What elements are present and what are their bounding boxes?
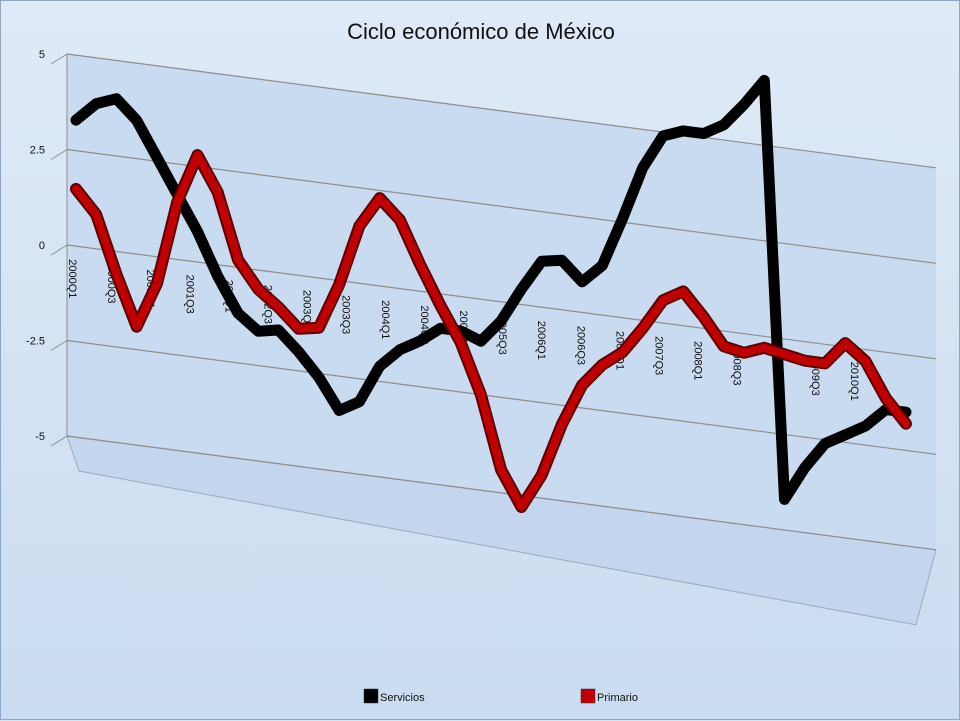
y-tick-label: 0: [39, 240, 45, 252]
x-tick-label: 2003Q3: [340, 295, 352, 334]
x-tick-label: 2000Q1: [66, 259, 78, 298]
legend-swatch-primario: [580, 688, 596, 704]
series-primario: [72, 151, 910, 511]
gridline: [66, 435, 937, 551]
legend-label-primario: Primario: [597, 692, 638, 704]
gridline: [66, 148, 937, 264]
gridline: [66, 53, 937, 169]
gridline-side: [50, 340, 68, 351]
x-tick-label: 2001Q3: [183, 275, 195, 314]
series-servicios: [70, 74, 912, 505]
series-layer: [70, 74, 912, 513]
legend-label-servicios: Servicios: [380, 692, 425, 704]
x-tick-label: 2008Q1: [692, 341, 704, 380]
gridlines: [50, 53, 937, 551]
y-tick-label: -5: [35, 431, 45, 443]
gridline: [66, 339, 937, 455]
x-tick-label: 2004Q1: [379, 300, 391, 339]
gridline-side: [50, 435, 68, 447]
chart-title: Ciclo económico de México: [347, 19, 615, 44]
legend-swatch-servicios: [363, 688, 379, 704]
x-tick-label: 2006Q3: [574, 326, 586, 365]
y-tick-label: 2.5: [30, 145, 45, 157]
x-tick-label: 2010Q1: [848, 362, 860, 401]
x-tick-label: 2007Q3: [653, 336, 665, 375]
gridline-side: [50, 244, 68, 256]
y-tick-label: 5: [39, 49, 45, 61]
x-tick-label: 2003Q1: [301, 290, 313, 329]
gridline-side: [50, 53, 68, 65]
legend: Servicios Primario: [363, 688, 638, 704]
x-tick-label: 2006Q1: [535, 321, 547, 360]
y-tick-label: -2.5: [26, 336, 45, 348]
y-axis-ticks: 5 2.5 0 -2.5 -5: [26, 49, 45, 443]
gridline-side: [50, 149, 68, 160]
